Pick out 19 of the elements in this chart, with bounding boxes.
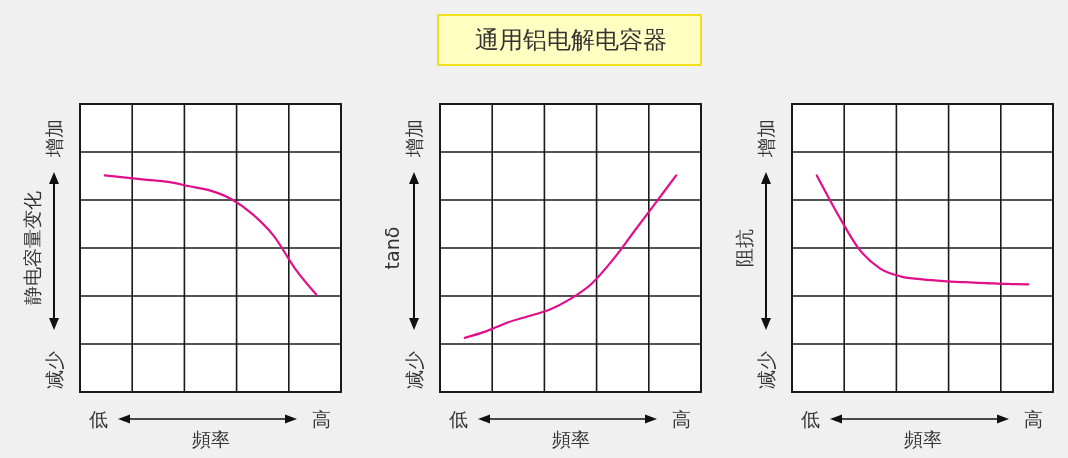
text: 高 xyxy=(311,408,331,430)
x-axis-title: 頻率 xyxy=(551,428,590,450)
text: 增加 xyxy=(403,119,425,158)
text: 低 xyxy=(800,408,820,430)
y-axis-title: 阻抗 xyxy=(733,229,755,267)
text: 高 xyxy=(1023,408,1043,430)
text: 低 xyxy=(88,408,108,430)
x-axis-title: 頻率 xyxy=(903,428,942,450)
y-axis-title: 静电容量变化 xyxy=(21,191,43,305)
text: 增加 xyxy=(43,119,65,158)
y-axis-title: tanδ xyxy=(381,226,403,270)
x-axis-title: 頻率 xyxy=(191,428,230,450)
text: 减少 xyxy=(403,351,425,389)
text: 减少 xyxy=(755,351,777,389)
chart-title: 通用铝电解电容器 xyxy=(474,26,667,54)
text: 低 xyxy=(448,408,468,430)
text: 增加 xyxy=(755,119,777,158)
text: 减少 xyxy=(43,351,65,389)
text: 高 xyxy=(671,408,691,430)
